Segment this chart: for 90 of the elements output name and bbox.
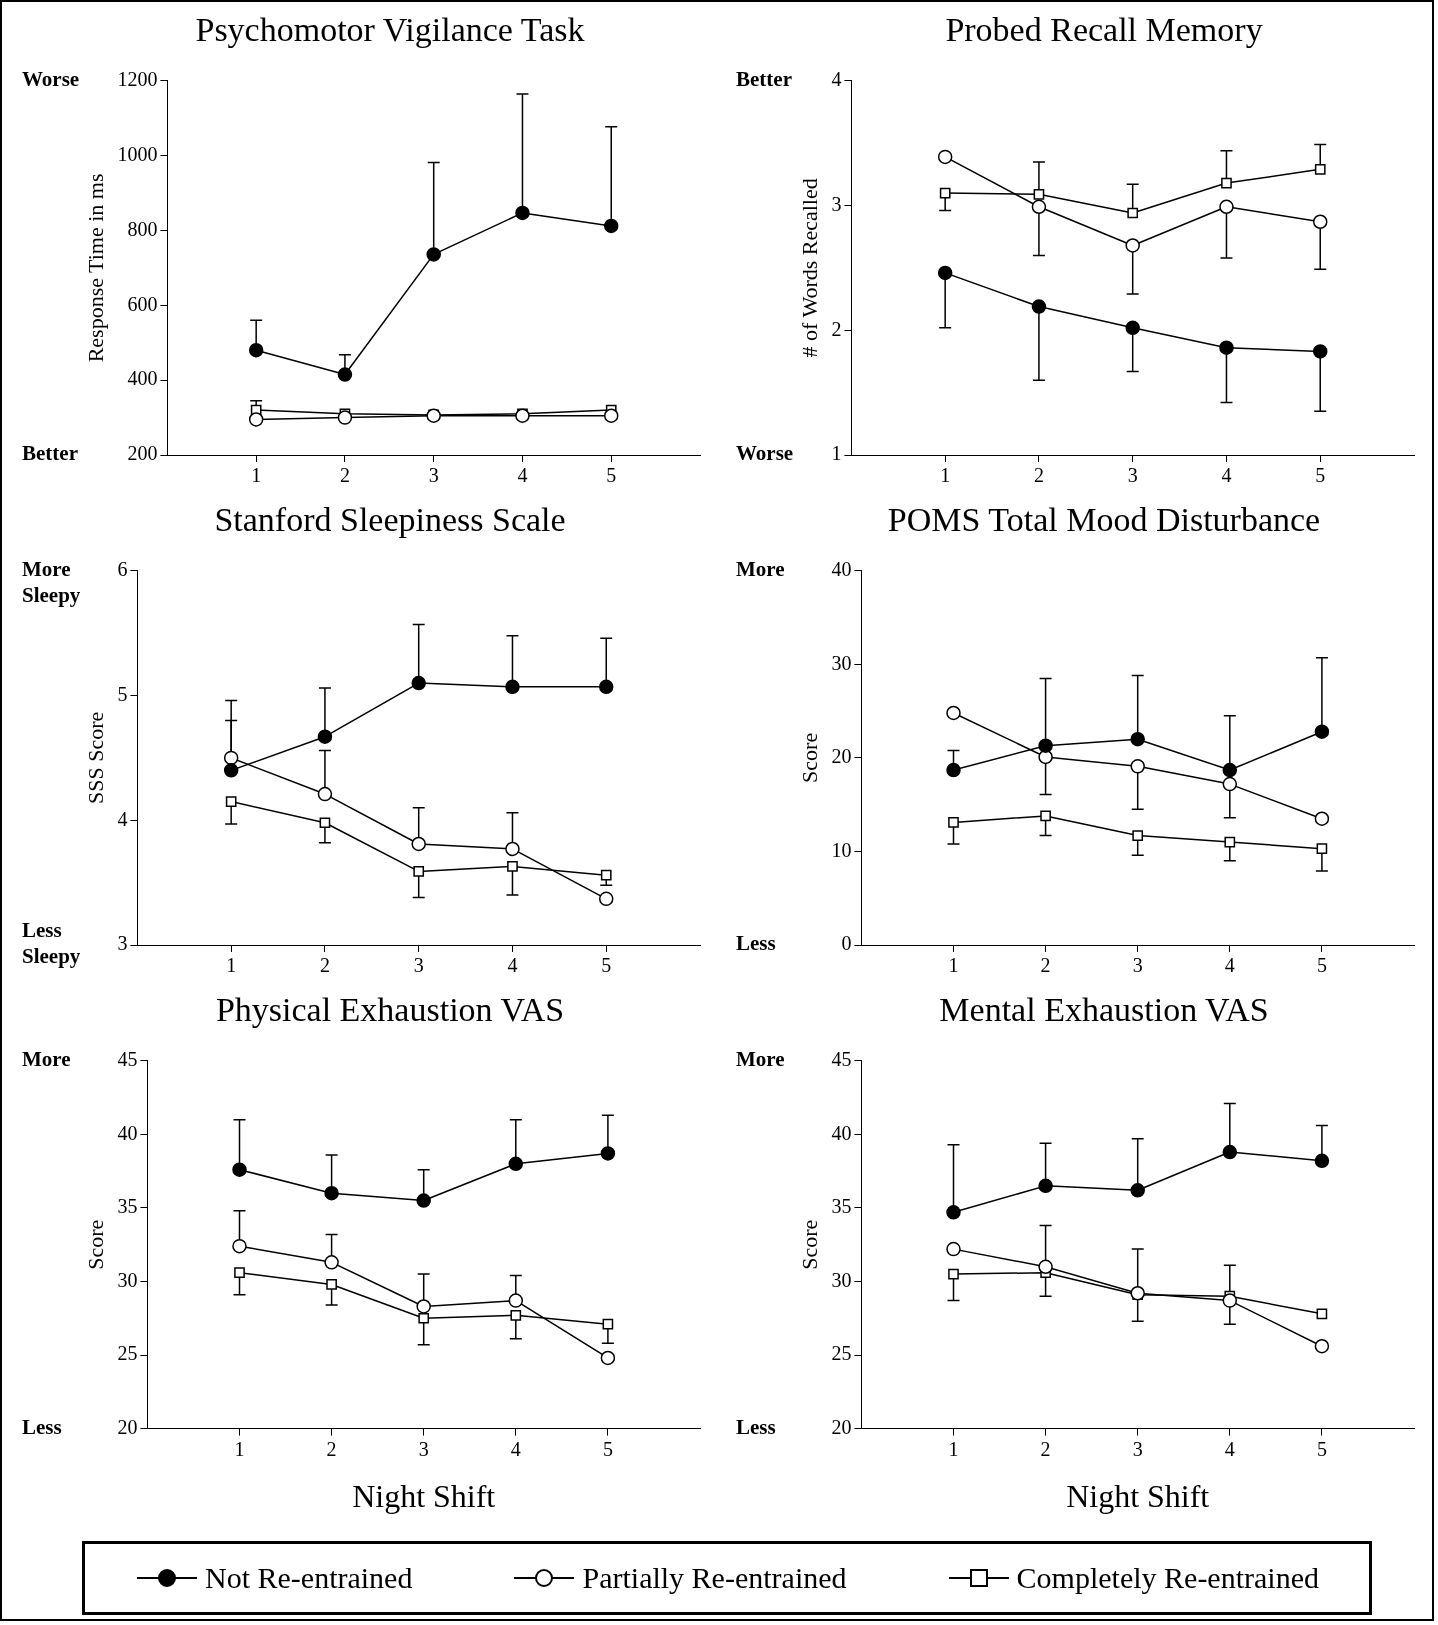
y-tick-label: 35	[117, 1195, 138, 1218]
legend-label: Completely Re-entrained	[1016, 1561, 1319, 1595]
y-tick-label: 1200	[117, 68, 158, 91]
y-tick-label: 200	[127, 442, 158, 465]
y-axis-title: Score	[82, 1219, 108, 1270]
y-tick-label: 40	[831, 1121, 852, 1144]
y-tick-label: 6	[117, 558, 128, 581]
y-tick-label: 4	[117, 807, 128, 830]
x-tick-label: 4	[1221, 464, 1232, 487]
x-tick-label: 5	[606, 464, 617, 487]
x-tick-label: 5	[601, 954, 612, 977]
x-tick-label: 5	[602, 1437, 613, 1460]
text: Worse	[22, 67, 80, 92]
y-tick-label: 3	[117, 932, 128, 955]
y-tick-label: 0	[841, 932, 852, 955]
x-tick-label: 1	[234, 1437, 245, 1460]
chart-title: Stanford Sleepiness Scale	[214, 501, 566, 539]
x-tick-label: 2	[326, 1437, 337, 1460]
legend-label: Not Re-entrained	[205, 1561, 413, 1595]
text: Less	[736, 1415, 776, 1440]
y-tick-label: 10	[831, 838, 852, 861]
x-tick-label: 3	[418, 1437, 429, 1460]
y-tick-label: 400	[127, 367, 158, 390]
text: More	[736, 1047, 785, 1072]
x-tick-label: 2	[339, 464, 350, 487]
y-tick-label: 30	[831, 1268, 852, 1291]
y-tick-label: 20	[831, 1415, 852, 1438]
text: Less	[736, 931, 776, 956]
x-tick-label: 3	[1127, 464, 1138, 487]
chart-title: POMS Total Mood Disturbance	[887, 501, 1321, 539]
chart-title: Probed Recall Memory	[945, 11, 1263, 49]
text: Worse	[736, 441, 794, 466]
x-tick-label: 2	[1040, 1437, 1051, 1460]
text: Less Sleepy	[22, 918, 81, 969]
x-tick-label: 3	[413, 954, 424, 977]
y-tick-label: 800	[127, 217, 158, 240]
y-tick-label: 3	[831, 192, 842, 215]
text: More	[22, 1047, 71, 1072]
text: More Sleepy	[22, 557, 81, 608]
y-tick-label: 1	[831, 442, 842, 465]
x-tick-label: 3	[428, 464, 439, 487]
x-tick-label: 2	[1040, 954, 1051, 977]
chart-title: Psychomotor Vigilance Task	[195, 11, 585, 49]
x-tick-label: 1	[251, 464, 262, 487]
x-axis-title: Night Shift	[1066, 1478, 1210, 1515]
chart-title: Mental Exhaustion VAS	[939, 991, 1269, 1029]
x-tick-label: 3	[1132, 954, 1143, 977]
x-tick-label: 2	[1033, 464, 1044, 487]
y-tick-label: 30	[831, 651, 852, 674]
y-tick-label: 40	[831, 558, 852, 581]
y-axis-title: Score	[796, 1219, 822, 1270]
x-axis-title: Night Shift	[352, 1478, 496, 1515]
x-tick-label: 3	[1132, 1437, 1143, 1460]
y-axis-title: Response Time in ms	[82, 173, 108, 363]
legend-label: Partially Re-entrained	[582, 1561, 847, 1595]
y-tick-label: 4	[831, 68, 842, 91]
y-tick-label: 20	[831, 745, 852, 768]
y-tick-label: 20	[117, 1415, 138, 1438]
x-tick-label: 1	[940, 464, 951, 487]
text: Better	[736, 67, 792, 92]
chart-title: Physical Exhaustion VAS	[215, 991, 565, 1029]
x-tick-label: 1	[948, 954, 959, 977]
y-tick-label: 45	[831, 1048, 852, 1071]
y-axis-title: Score	[796, 732, 822, 783]
y-tick-label: 40	[117, 1121, 138, 1144]
x-tick-label: 2	[319, 954, 330, 977]
y-tick-label: 1000	[117, 142, 158, 165]
y-axis-title: # of Words Recalled	[796, 178, 822, 358]
y-tick-label: 30	[117, 1268, 138, 1291]
x-tick-label: 4	[1224, 1437, 1235, 1460]
y-axis-title: SSS Score	[82, 711, 108, 805]
text: More	[736, 557, 785, 582]
x-tick-label: 4	[507, 954, 518, 977]
y-tick-label: 25	[831, 1342, 852, 1365]
y-tick-label: 35	[831, 1195, 852, 1218]
x-tick-label: 4	[510, 1437, 521, 1460]
y-tick-label: 25	[117, 1342, 138, 1365]
x-tick-label: 5	[1316, 954, 1327, 977]
text: Less	[22, 1415, 62, 1440]
y-tick-label: 2	[831, 317, 842, 340]
text: Better	[22, 441, 78, 466]
x-tick-label: 1	[226, 954, 237, 977]
y-tick-label: 600	[127, 292, 158, 315]
y-tick-label: 5	[117, 682, 128, 705]
y-tick-label: 45	[117, 1048, 138, 1071]
x-tick-label: 5	[1315, 464, 1326, 487]
x-tick-label: 1	[948, 1437, 959, 1460]
x-tick-label: 4	[1224, 954, 1235, 977]
x-tick-label: 4	[517, 464, 528, 487]
x-tick-label: 5	[1316, 1437, 1327, 1460]
